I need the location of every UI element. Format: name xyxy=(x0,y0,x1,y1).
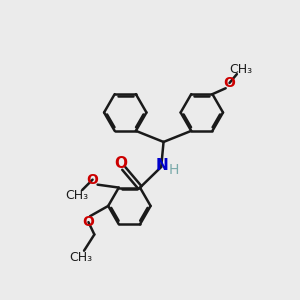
Text: O: O xyxy=(82,215,94,229)
Text: N: N xyxy=(155,158,168,173)
Text: CH₃: CH₃ xyxy=(230,63,253,76)
Text: H: H xyxy=(168,163,179,177)
Text: O: O xyxy=(224,76,236,90)
Text: O: O xyxy=(87,172,98,187)
Text: O: O xyxy=(114,156,128,171)
Text: CH₃: CH₃ xyxy=(69,251,92,264)
Text: CH₃: CH₃ xyxy=(65,189,88,202)
